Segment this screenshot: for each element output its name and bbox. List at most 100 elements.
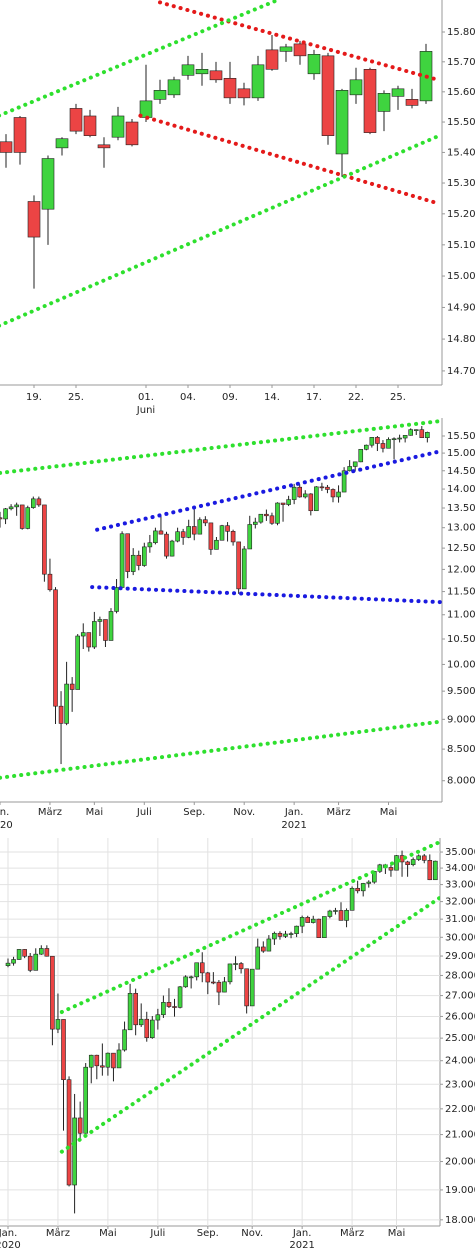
candle-body (308, 493, 314, 512)
candle-body (153, 530, 158, 544)
x-tick-label: Mai (86, 807, 104, 818)
candle-body (66, 1079, 72, 1186)
y-tick-label: 15.100 (447, 240, 475, 251)
y-tick-label: 26.000 (445, 1011, 475, 1022)
candle-body (277, 932, 283, 937)
candle-body (166, 1002, 172, 1007)
candle-body (230, 531, 236, 543)
trend-line (158, 0, 442, 83)
candle-body (11, 959, 16, 964)
candle-body (25, 507, 31, 529)
candle-body (236, 541, 241, 590)
candle-body (222, 981, 227, 993)
candle-body (125, 121, 139, 146)
candle-body (105, 1052, 111, 1068)
candle-body (55, 138, 69, 149)
trend-line (0, 419, 442, 475)
candle-body (358, 448, 364, 463)
candle-body (150, 1019, 155, 1038)
candle-body (108, 611, 114, 641)
y-tick-label: 8.500 (447, 744, 475, 755)
y-tick-label: 31.000 (445, 914, 475, 925)
candle-body (153, 90, 167, 100)
candle-body (293, 43, 307, 57)
candle-body (175, 531, 180, 542)
candle-body (191, 526, 197, 535)
candle-body (223, 77, 237, 99)
candle-body (310, 918, 316, 923)
candle-body (80, 632, 86, 637)
candle-body (38, 948, 44, 955)
candle-body (83, 1066, 88, 1134)
candle-body (209, 70, 223, 81)
candle-body (97, 619, 103, 622)
candle-body (307, 54, 321, 75)
candle-body (119, 533, 125, 588)
candle-body (5, 962, 11, 966)
x-tick-label: Jan. (0, 807, 9, 818)
x-tick-label: Juli (136, 807, 152, 818)
candle-body (227, 963, 233, 983)
candle-body (136, 554, 142, 566)
candle-body (265, 49, 279, 70)
candle-body (103, 619, 108, 641)
candle-body (125, 533, 130, 572)
x-tick-label: 19. (26, 392, 42, 403)
candle-body (211, 981, 216, 984)
y-tick-label: 15.500 (447, 431, 475, 442)
candle-body (336, 491, 341, 498)
candle-body (111, 115, 125, 138)
plot-area (0, 838, 440, 1226)
y-tick-label: 32.000 (445, 897, 475, 908)
candle-body (133, 993, 138, 1026)
candle-body (77, 1117, 83, 1134)
trend-line (90, 585, 442, 605)
x-tick-label: 14. (264, 392, 280, 403)
candle-body (22, 949, 27, 957)
candle-body (127, 993, 133, 1031)
candle-body (203, 519, 208, 524)
candle-body (319, 486, 325, 489)
candle-body (116, 1049, 122, 1069)
y-tick-label: 14.700 (447, 366, 475, 377)
candle-body (8, 506, 14, 510)
y-tick-label: 15.200 (447, 209, 475, 220)
candle-body (386, 439, 391, 449)
candle-body (13, 117, 27, 153)
candle-body (425, 432, 430, 438)
candle-body (237, 88, 251, 99)
candle-body (302, 493, 308, 498)
candle-body (405, 99, 419, 106)
candle-body (19, 504, 25, 529)
candle-body (94, 1054, 100, 1067)
candle-body (16, 949, 22, 960)
y-tick-label: 15.000 (447, 271, 475, 282)
y-tick-label: 9.000 (447, 714, 475, 725)
x-tick-label: Sep. (197, 1228, 219, 1239)
candle-body (397, 437, 402, 440)
x-tick-label: März (340, 1228, 364, 1239)
x-tick-label: 25. (390, 392, 406, 403)
candle-body (314, 486, 319, 512)
candle-body (61, 1019, 66, 1081)
candle-body (327, 910, 333, 917)
candle-body (335, 90, 349, 155)
candle-body (0, 517, 3, 520)
candle-body (225, 525, 230, 532)
x-tick-label: Nov. (241, 1228, 263, 1239)
x-tick-sublabel: 2021 (289, 1240, 314, 1250)
candle-body (92, 621, 97, 648)
candle-body (402, 435, 408, 439)
candle-body (297, 486, 303, 498)
y-tick-label: 15.500 (447, 117, 475, 128)
candle-body (375, 437, 380, 444)
candle-body (291, 486, 297, 500)
y-tick-label: 14.900 (447, 302, 475, 313)
y-tick-label: 21.000 (445, 1130, 475, 1141)
y-tick-label: 15.400 (447, 147, 475, 158)
candle-body (58, 705, 64, 724)
plot-area (0, 419, 442, 780)
trend-line (59, 895, 440, 1154)
candle-body (97, 144, 111, 149)
candle-body (394, 855, 399, 871)
